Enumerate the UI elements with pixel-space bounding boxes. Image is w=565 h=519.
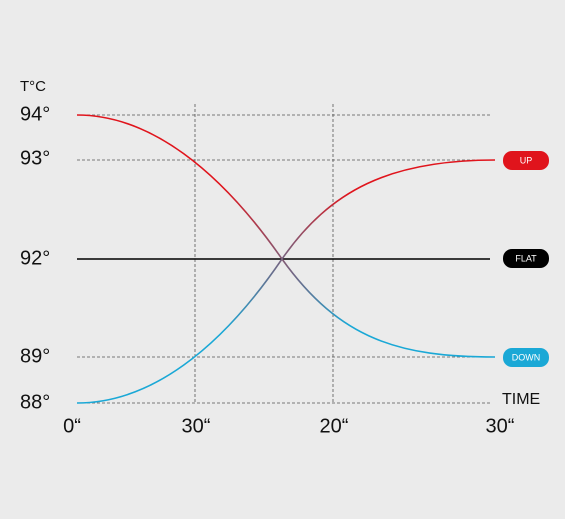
- x-label: 30“: [182, 415, 211, 437]
- badge-label: DOWN: [512, 352, 541, 362]
- badge: [503, 348, 549, 367]
- badge-label: FLAT: [515, 253, 537, 263]
- y-label: 92°: [20, 247, 50, 269]
- x-title: TIME: [502, 391, 540, 408]
- up-curve: [76, 159, 496, 404]
- y-label: 88°: [20, 391, 50, 413]
- y-label: 93°: [20, 147, 50, 169]
- badge: [503, 151, 549, 170]
- x-label: 30“: [486, 415, 515, 437]
- y-label: 94°: [20, 103, 50, 125]
- axis-title: T°C: [20, 78, 46, 95]
- y-label: 89°: [20, 345, 50, 367]
- badge-label: UP: [520, 155, 533, 165]
- x-label: 20“: [320, 415, 349, 437]
- grid: [77, 104, 490, 404]
- x-label: 0“: [63, 415, 81, 437]
- badge: [503, 249, 549, 268]
